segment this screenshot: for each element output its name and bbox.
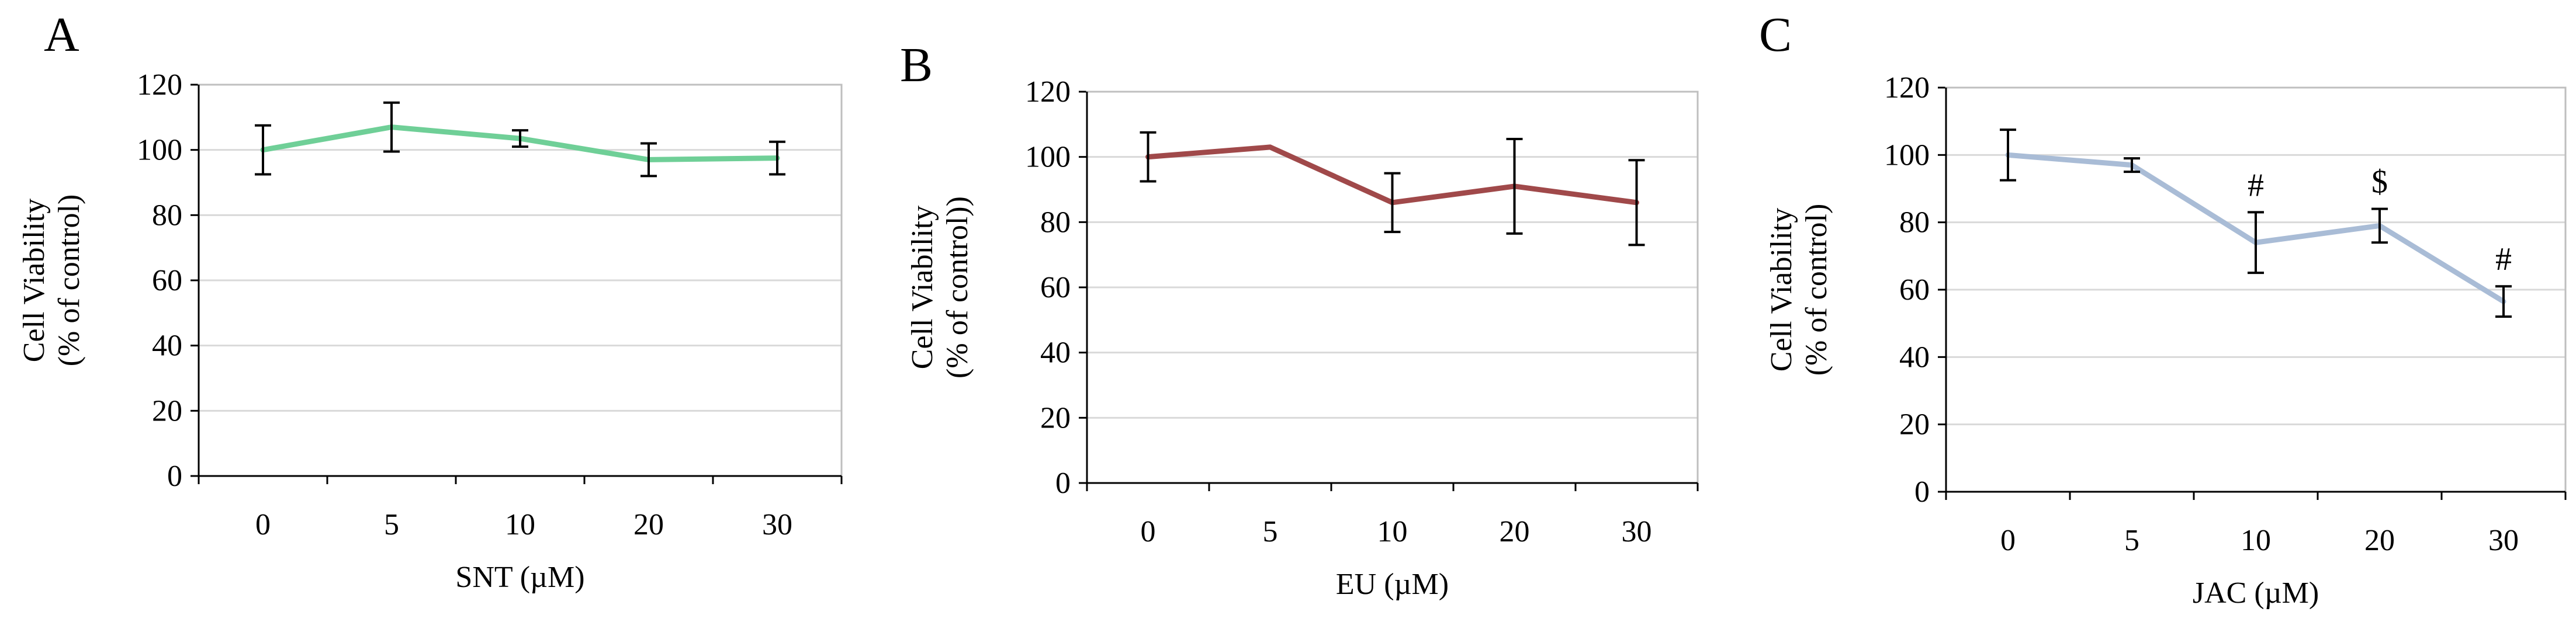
y-tick-label: 80 [152,199,182,232]
y-tick-label: 100 [1025,141,1071,174]
panel-letter: B [900,38,933,92]
y-tick-label: 40 [1040,336,1071,370]
y-tick-label: 100 [137,134,182,167]
x-axis-label: SNT (µM) [455,561,584,594]
y-tick-label: 40 [1899,340,1930,374]
x-tick-label: 10 [505,508,535,541]
x-tick-label: 0 [2000,524,2016,557]
panel-c: C 0 20 40 60 80 100 120 0 5 10 20 30 JAC (µM) Cell Vi… [1706,0,2576,622]
y-tick-label: 60 [152,264,182,297]
x-tick-label: 30 [2488,524,2519,557]
y-tick-label: 20 [1899,408,1930,442]
y-tick-label: 120 [1884,71,1930,105]
y-tick-label: 0 [1055,467,1071,500]
x-tick-label: 5 [1263,515,1278,548]
panel-letter: A [44,8,79,62]
significance-marker: # [2495,241,2512,277]
y-axis-label-unit: (% of control) [53,194,86,367]
y-tick-label: 80 [1040,206,1071,239]
y-tick-label: 20 [1040,401,1071,435]
significance-marker: $ [2371,164,2388,200]
panel-letter: C [1759,8,1792,62]
x-tick-label: 30 [1622,515,1652,548]
y-tick-label: 60 [1899,273,1930,307]
x-tick-label: 5 [384,508,399,541]
y-axis-label: Cell Viability [1765,208,1798,371]
x-tick-label: 10 [1377,515,1408,548]
x-tick-label: 30 [762,508,792,541]
y-tick-label: 60 [1040,271,1071,304]
x-tick-label: 20 [633,508,664,541]
y-tick-label: 120 [137,68,182,102]
x-axis-label: JAC (µM) [2193,576,2319,610]
y-tick-label: 100 [1884,138,1930,172]
y-tick-label: 80 [1899,206,1930,239]
y-tick-label: 0 [1914,475,1930,509]
significance-marker: # [2248,167,2264,203]
x-tick-label: 0 [1141,515,1156,548]
y-axis-label: Cell Viability [18,199,51,362]
y-tick-label: 20 [152,394,182,428]
x-tick-label: 0 [255,508,271,541]
x-tick-label: 20 [1500,515,1530,548]
line-chart: 0 20 40 60 80 100 120 0 5 10 20 30 JAC (µM) Cell Viab… [1765,71,2567,610]
y-axis-label-unit: (% of control) [1800,204,1833,376]
x-tick-label: 5 [2124,524,2139,557]
y-axis-label-unit: (% of control)) [941,196,974,378]
x-tick-label: 10 [2241,524,2271,557]
y-tick-label: 0 [167,460,182,493]
line-chart: 0 20 40 60 80 100 120 0 5 10 20 30 SNT (µM) Cell Viab… [18,68,843,594]
x-axis-label: EU (µM) [1336,568,1449,601]
panel-b: B 0 20 40 60 80 100 120 0 5 10 20 30 EU (µM) Cell Via… [853,0,1712,622]
y-tick-label: 40 [152,329,182,363]
y-tick-label: 120 [1025,75,1071,109]
panel-a: A 0 20 40 60 80 100 120 0 5 10 20 30 SNT (µM) Cell Vi… [0,0,859,622]
line-chart: 0 20 40 60 80 100 120 0 5 10 20 30 EU (µM) Cell Viabi… [906,75,1699,601]
y-axis-label: Cell Viability [906,206,939,369]
x-tick-label: 20 [2364,524,2395,557]
